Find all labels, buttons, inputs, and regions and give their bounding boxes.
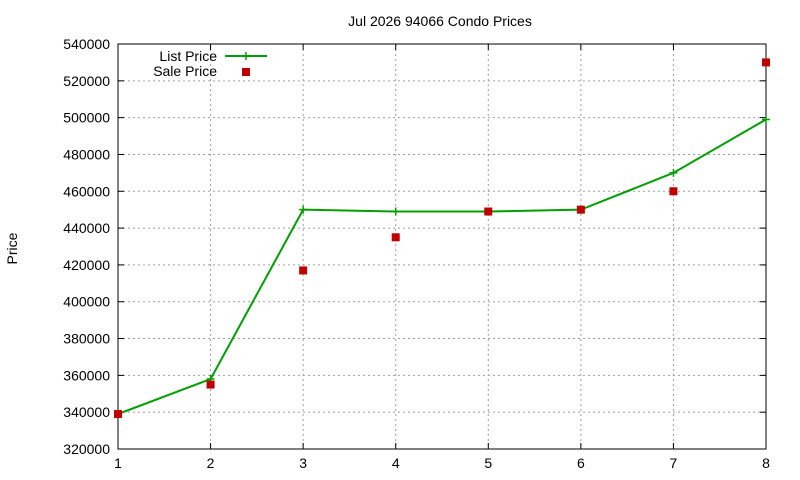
list-price-point — [391, 207, 400, 216]
y-axis-label: Price — [4, 232, 20, 264]
list-price-line — [117, 118, 767, 415]
sale-price-point — [576, 205, 585, 214]
y-tick-label: 400000 — [63, 294, 110, 310]
y-tick-label: 460000 — [63, 183, 110, 199]
legend-label-sale-price: Sale Price — [153, 63, 217, 79]
y-tick-label: 340000 — [63, 404, 110, 420]
sale-price-point — [114, 410, 122, 419]
list-price-point — [762, 115, 770, 124]
y-tick-label: 440000 — [63, 220, 110, 236]
plot-frame — [117, 43, 767, 450]
x-tick-label: 5 — [484, 455, 492, 471]
x-tick-label: 7 — [670, 455, 678, 471]
axis-ticks: 320000 340000 360000 380000 400000 420000 4400… — [63, 36, 770, 471]
x-tick-label: 4 — [392, 455, 400, 471]
y-tick-label: 320000 — [63, 441, 110, 457]
x-tick-label: 6 — [577, 455, 585, 471]
sale-price-point — [762, 58, 770, 67]
list-price-point — [299, 205, 308, 214]
y-tick-label: 360000 — [63, 367, 110, 383]
sale-price-point — [484, 207, 493, 216]
series-list-price — [114, 115, 770, 419]
list-price-point — [669, 168, 678, 177]
x-tick-label: 3 — [299, 455, 307, 471]
y-tick-label: 380000 — [63, 331, 110, 347]
grid — [118, 44, 766, 449]
y-tick-label: 520000 — [63, 73, 110, 89]
sale-price-point — [669, 187, 678, 196]
chart-title: Jul 2026 94066 Condo Prices — [348, 13, 532, 29]
sale-price-point — [206, 380, 215, 389]
y-tick-label: 420000 — [63, 257, 110, 273]
sale-price-point — [391, 233, 400, 242]
x-tick-label: 2 — [207, 455, 215, 471]
series-sale-price — [114, 58, 770, 419]
x-tick-label: 8 — [762, 455, 770, 471]
legend-marker-list-price — [242, 52, 250, 60]
x-tick-label: 1 — [114, 455, 122, 471]
legend-marker-sale-price — [242, 68, 250, 76]
y-tick-label: 540000 — [63, 36, 110, 52]
series — [114, 58, 770, 419]
y-tick-label: 480000 — [63, 146, 110, 162]
sale-price-point — [299, 266, 308, 275]
y-tick-label: 500000 — [63, 110, 110, 126]
legend-label-list-price: List Price — [159, 48, 217, 64]
